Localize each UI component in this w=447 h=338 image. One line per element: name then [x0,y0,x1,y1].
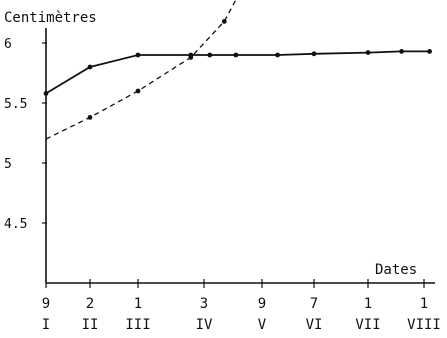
x-tick-day-label: 7 [310,296,318,312]
x-tick-day-label: 1 [420,296,428,312]
y-tick-label: 6 [4,37,12,52]
x-tick-month-label: III [125,317,150,333]
y-tick-label: 4.5 [4,217,27,232]
series-dashed-point [135,88,141,94]
x-tick-day-label: 2 [86,296,94,312]
x-tick-month-label: V [258,317,267,333]
series-dashed-point [188,55,194,60]
series-solid-line [45,50,430,95]
x-tick-day-label: 3 [200,296,208,312]
series-dashed-point [221,19,227,24]
series-solid-point [275,52,280,58]
x-tick-month-label: VIII [407,317,441,333]
x-ticks: 9 I 2 II 1 III 3 IV 9 V 7 VI 1 VII 1 VIII [42,279,441,333]
series-solid-point [87,64,93,70]
x-tick-day-label: 9 [42,296,50,312]
x-tick-month-label: II [82,317,99,333]
series-solid-point [207,52,213,58]
x-tick-day-label: 1 [364,296,372,312]
series-solid-point [427,49,432,54]
series-solid-point [365,50,371,55]
series-solid-point [233,52,239,58]
x-tick-day-label: 9 [258,296,266,312]
x-tick-day-label: 1 [134,296,142,312]
y-tick-label: 5.5 [4,97,27,112]
x-tick-month-label: VI [306,317,323,333]
series-solid-point [135,52,141,58]
series-layer [43,0,432,140]
x-tick-month-label: VII [355,317,380,333]
series-solid-point [311,51,317,57]
x-tick-month-label: I [42,317,50,333]
series-solid-point [43,91,49,96]
series-solid-point [399,49,404,54]
y-axis-title: Centimètres [4,10,97,26]
y-ticks: 76.565.554.5 [4,37,47,232]
x-tick-month-label: IV [196,317,213,333]
y-tick-label: 5 [4,157,12,172]
x-axis-title: Dates [375,262,417,278]
series-dashed-point [87,115,93,120]
